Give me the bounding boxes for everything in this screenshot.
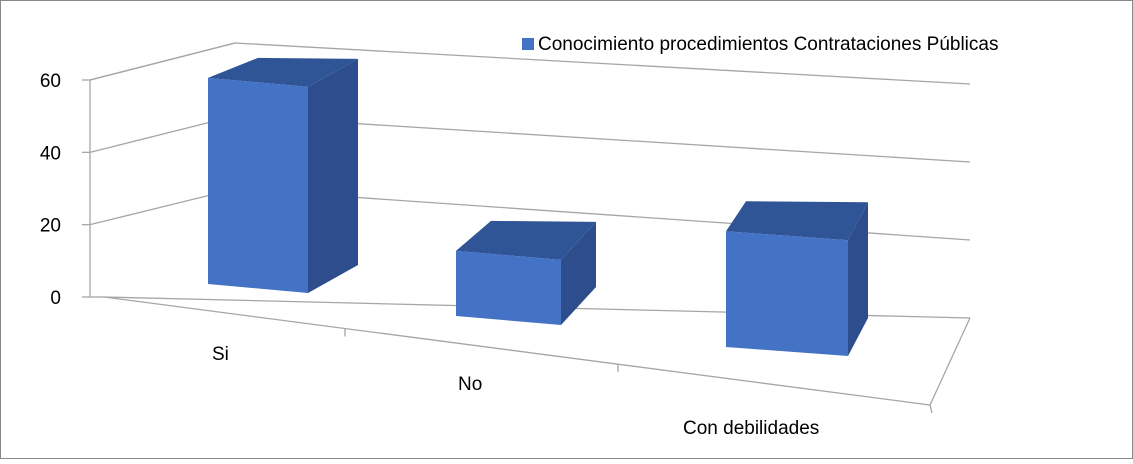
bar-top-face [208,57,358,87]
bar-side-face [308,58,358,293]
axis-labels: 0 20 40 60 Si No Con debilidades [40,71,819,439]
bar-side-face [848,202,868,356]
x-tick-label: No [458,374,482,395]
bar-front-face [208,77,308,293]
bar-front-face [456,250,561,325]
bar-side-face [561,221,596,325]
axes [82,79,971,414]
legend-label: Conocimiento procedimientos Contratacion… [538,34,998,55]
gridline [89,42,971,85]
legend-swatch [522,38,534,50]
x-axis-end-tick [929,404,933,414]
y-tick-label: 40 [40,143,61,164]
legend[interactable]: Conocimiento procedimientos Contratacion… [522,34,998,55]
bar-con-debilidades [726,201,868,356]
x-tick-label: Con debilidades [683,418,819,439]
bar-front-face [726,231,848,356]
bar-si [208,57,358,293]
y-tick-label: 60 [40,71,61,92]
y-tick-label: 0 [50,288,61,309]
bar-no [456,220,596,325]
bars [208,57,868,356]
y-tick-label: 20 [40,216,61,237]
x-tick-label: Si [212,344,229,365]
bar-top-face [726,201,868,241]
bar-top-face [456,220,596,260]
